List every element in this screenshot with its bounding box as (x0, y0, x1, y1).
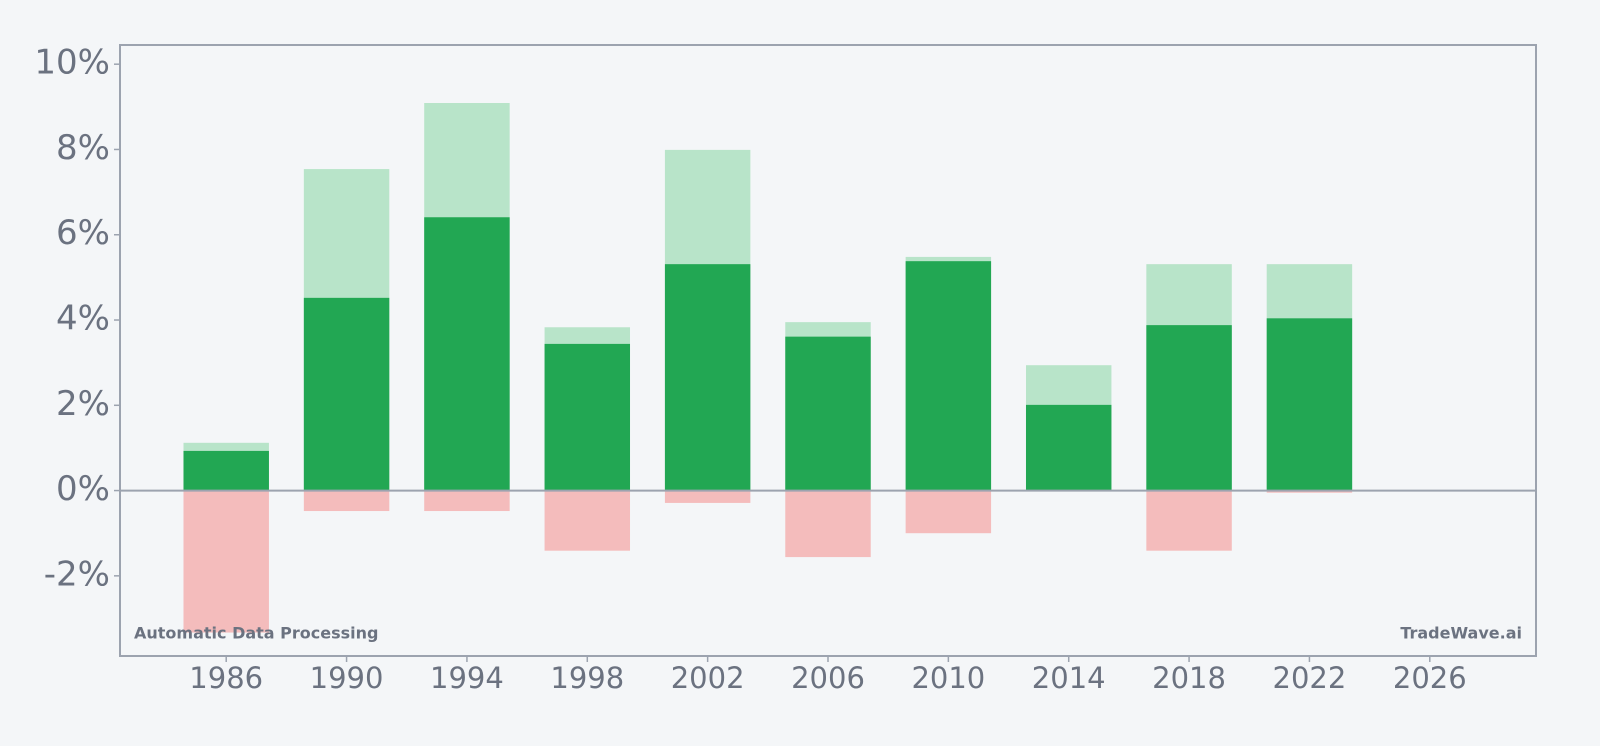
bar (1025, 404, 1112, 491)
y-tick-label: 10% (34, 43, 110, 83)
bar (905, 261, 992, 491)
bar (424, 217, 510, 491)
bar (1146, 490, 1232, 551)
bar (303, 490, 390, 512)
x-tick-label: 2022 (1273, 661, 1347, 695)
plot (120, 102, 1536, 633)
bar (905, 490, 992, 534)
bar (303, 297, 390, 491)
bar (664, 490, 751, 503)
y-tick-label: 6% (56, 213, 110, 253)
bar (544, 490, 631, 551)
x-tick-label: 2010 (911, 661, 985, 695)
x-tick-label: 2006 (791, 661, 865, 695)
bar (183, 450, 269, 491)
y-tick-label: -2% (44, 554, 110, 594)
x-tick-label: 2018 (1152, 661, 1226, 695)
x-tick-label: 1994 (430, 661, 504, 695)
bar (183, 490, 269, 633)
y-tick-label: 8% (56, 128, 110, 168)
bar (1146, 325, 1232, 491)
y-tick-label: 2% (56, 384, 110, 424)
brand-label: TradeWave.ai (1400, 624, 1522, 643)
company-label: Automatic Data Processing (134, 624, 378, 643)
bar (1266, 490, 1353, 493)
bar (1266, 318, 1353, 491)
bar (544, 343, 631, 491)
y-tick-label: 0% (56, 469, 110, 509)
bar (424, 490, 510, 512)
x-tick-label: 2014 (1032, 661, 1106, 695)
bar (785, 336, 871, 491)
x-tick-label: 1990 (310, 661, 384, 695)
x-tick-label: 1998 (550, 661, 624, 695)
x-tick-label: 1986 (189, 661, 263, 695)
y-tick-label: 4% (56, 299, 110, 339)
x-tick-label: 2002 (671, 661, 745, 695)
bar (785, 490, 871, 558)
x-tick-label: 2026 (1393, 661, 1467, 695)
bar (664, 264, 751, 491)
